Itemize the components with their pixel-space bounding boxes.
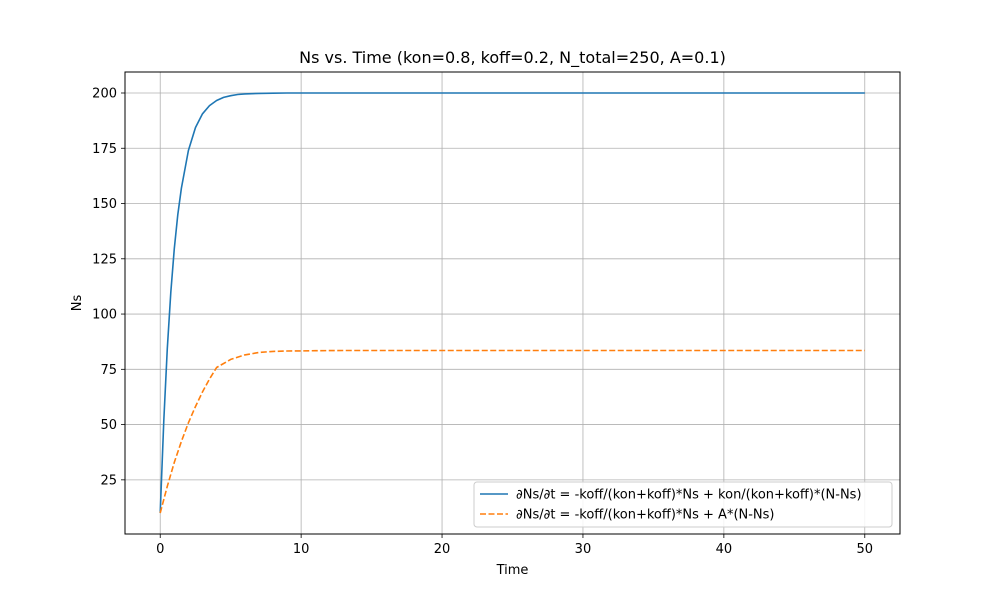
x-tick-label: 0 xyxy=(156,542,164,557)
y-tick-label: 50 xyxy=(100,418,117,433)
y-tick-label: 125 xyxy=(92,252,117,267)
legend-label-1: ∂Ns/∂t = -koff/(kon+koff)*Ns + kon/(kon+… xyxy=(516,488,862,503)
x-tick-label: 30 xyxy=(575,542,592,557)
x-tick-label: 10 xyxy=(293,542,310,557)
y-tick-label: 25 xyxy=(100,473,117,488)
y-tick-label: 200 xyxy=(92,87,117,102)
y-tick-label: 175 xyxy=(92,142,117,157)
y-axis-label: Ns xyxy=(70,295,85,312)
y-tick-label: 100 xyxy=(92,308,117,323)
y-tick-label: 75 xyxy=(100,363,117,378)
y-tick-label: 150 xyxy=(92,197,117,212)
x-tick-label: 50 xyxy=(856,542,873,557)
legend: ∂Ns/∂t = -koff/(kon+koff)*Ns + kon/(kon+… xyxy=(473,481,893,528)
chart-title: Ns vs. Time (kon=0.8, koff=0.2, N_total=… xyxy=(299,48,726,68)
legend-label-2: ∂Ns/∂t = -koff/(kon+koff)*Ns + A*(N-Ns) xyxy=(516,508,775,523)
axis-ticks: 0 10 20 30 40 50 25 50 75 100 125 150 175 200 xyxy=(92,87,873,558)
legend-box xyxy=(473,481,893,528)
x-tick-label: 40 xyxy=(716,542,733,557)
series-line-1 xyxy=(159,92,865,514)
x-axis-label: Time xyxy=(496,563,529,578)
x-tick-label: 20 xyxy=(434,542,451,557)
series-line-2 xyxy=(159,349,865,514)
plot-frame xyxy=(124,71,901,535)
series-lines xyxy=(159,92,865,514)
